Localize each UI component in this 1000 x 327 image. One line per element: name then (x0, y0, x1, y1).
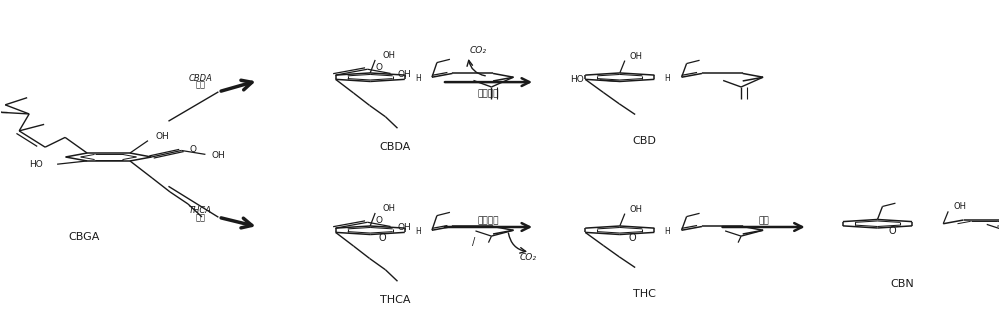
Text: CBN: CBN (891, 279, 914, 289)
Text: THC: THC (633, 289, 656, 299)
Text: OH: OH (398, 223, 411, 232)
Text: CO₂: CO₂ (470, 46, 487, 55)
Text: CBD: CBD (633, 136, 657, 146)
Text: HO: HO (29, 160, 43, 169)
Text: OH: OH (953, 202, 966, 211)
Text: OH: OH (630, 205, 643, 214)
Text: H: H (415, 227, 421, 236)
Text: OH: OH (211, 150, 225, 160)
Text: O: O (888, 226, 896, 236)
Text: 氧化: 氧化 (758, 216, 769, 225)
Text: /: / (472, 237, 475, 247)
Text: CBDA: CBDA (380, 142, 411, 152)
Text: 合成: 合成 (195, 214, 205, 222)
Text: O: O (376, 216, 383, 225)
Text: H: H (415, 74, 421, 83)
Text: H: H (664, 74, 670, 83)
Text: O: O (376, 63, 383, 72)
Text: OH: OH (398, 70, 411, 79)
Text: THCA: THCA (380, 295, 410, 305)
Text: CBDA: CBDA (188, 74, 212, 83)
Text: OH: OH (156, 132, 170, 141)
Text: THCA: THCA (189, 206, 212, 215)
Text: HO: HO (570, 75, 584, 84)
Text: 合成: 合成 (195, 81, 205, 90)
Text: 光热蒸发: 光热蒸发 (477, 89, 499, 98)
Text: OH: OH (382, 204, 395, 213)
Text: CO₂: CO₂ (519, 253, 536, 263)
Text: O: O (379, 233, 387, 243)
Text: 光热蒸发: 光热蒸发 (477, 216, 499, 225)
Text: CBGA: CBGA (68, 232, 99, 242)
Text: O: O (189, 145, 196, 154)
Text: OH: OH (382, 51, 395, 60)
Text: OH: OH (630, 52, 643, 60)
Text: O: O (629, 233, 636, 243)
Text: H: H (664, 227, 670, 236)
